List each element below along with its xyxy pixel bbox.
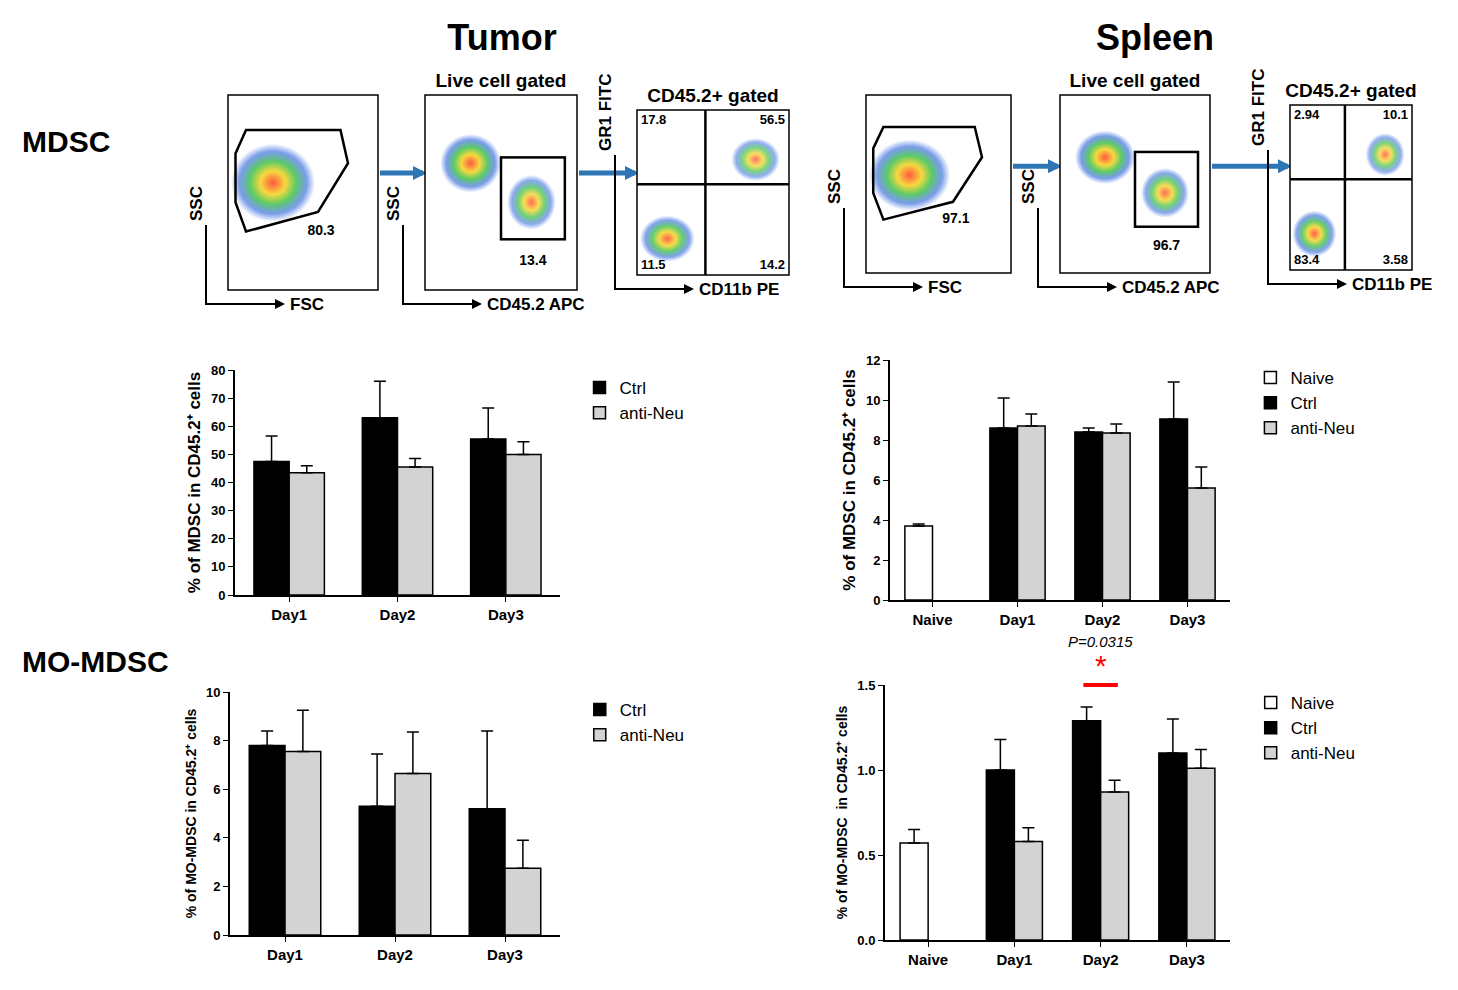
svg-text:10: 10	[866, 393, 880, 408]
svg-text:anti-Neu: anti-Neu	[620, 726, 684, 745]
svg-text:FSC: FSC	[928, 278, 962, 297]
svg-text:30: 30	[211, 503, 225, 518]
svg-text:% of MO-MDSC in CD45.2⁺ cells: % of MO-MDSC in CD45.2⁺ cells	[834, 706, 850, 920]
svg-text:Day3: Day3	[488, 606, 524, 623]
svg-text:GR1 FITC: GR1 FITC	[596, 74, 615, 151]
svg-text:10: 10	[206, 685, 220, 700]
svg-text:80.3: 80.3	[307, 222, 334, 238]
svg-text:70: 70	[211, 391, 225, 406]
svg-text:*: *	[1095, 649, 1107, 682]
svg-text:50: 50	[211, 447, 225, 462]
svg-text:Naive: Naive	[908, 951, 948, 968]
svg-text:17.8: 17.8	[641, 112, 666, 127]
svg-text:Day2: Day2	[1083, 951, 1119, 968]
svg-text:Ctrl: Ctrl	[1290, 394, 1316, 413]
svg-text:% of MDSC in CD45.2⁺ cells: % of MDSC in CD45.2⁺ cells	[840, 369, 859, 590]
svg-text:Day2: Day2	[377, 946, 413, 963]
svg-text:4: 4	[873, 513, 881, 528]
svg-text:0.0: 0.0	[857, 933, 875, 948]
svg-text:Live cell gated: Live cell gated	[436, 70, 567, 91]
svg-text:14.2: 14.2	[760, 257, 785, 272]
svg-text:SSC: SSC	[825, 169, 844, 204]
svg-text:anti-Neu: anti-Neu	[620, 404, 684, 423]
svg-text:0: 0	[218, 588, 225, 603]
svg-text:Day3: Day3	[1169, 951, 1205, 968]
svg-text:Tumor: Tumor	[447, 17, 556, 58]
svg-text:0.5: 0.5	[857, 848, 875, 863]
svg-text:P=0.0315: P=0.0315	[1068, 633, 1133, 650]
svg-text:Day1: Day1	[267, 946, 303, 963]
svg-text:MO-MDSC: MO-MDSC	[22, 645, 169, 678]
svg-text:12: 12	[866, 353, 880, 368]
svg-text:SSC: SSC	[187, 186, 206, 221]
svg-text:4: 4	[213, 830, 221, 845]
svg-text:anti-Neu: anti-Neu	[1290, 419, 1354, 438]
svg-text:1.0: 1.0	[857, 763, 875, 778]
svg-text:Naive: Naive	[1291, 694, 1334, 713]
svg-text:Day2: Day2	[1085, 611, 1121, 628]
svg-text:13.4: 13.4	[519, 252, 546, 268]
svg-text:8: 8	[873, 433, 880, 448]
svg-text:FSC: FSC	[290, 295, 324, 314]
svg-text:10.1: 10.1	[1383, 107, 1408, 122]
svg-text:0: 0	[873, 593, 880, 608]
svg-text:CD45.2 APC: CD45.2 APC	[487, 295, 585, 314]
svg-text:40: 40	[211, 475, 225, 490]
svg-text:CD11b PE: CD11b PE	[699, 280, 779, 299]
svg-text:% of MO-MDSC in CD45.2⁺ cells: % of MO-MDSC in CD45.2⁺ cells	[183, 708, 199, 918]
svg-text:SSC: SSC	[384, 186, 403, 221]
svg-text:6: 6	[873, 473, 880, 488]
svg-text:CD45.2 APC: CD45.2 APC	[1122, 278, 1220, 297]
svg-text:Day1: Day1	[1000, 611, 1036, 628]
svg-text:83.4: 83.4	[1294, 252, 1320, 267]
svg-text:CD45.2+ gated: CD45.2+ gated	[647, 85, 778, 106]
svg-text:60: 60	[211, 419, 225, 434]
svg-text:Spleen: Spleen	[1096, 17, 1214, 58]
svg-text:Day1: Day1	[996, 951, 1032, 968]
svg-text:2: 2	[873, 553, 880, 568]
svg-text:10: 10	[211, 559, 225, 574]
svg-text:anti-Neu: anti-Neu	[1291, 744, 1355, 763]
svg-text:0: 0	[213, 928, 220, 943]
svg-text:3.58: 3.58	[1383, 252, 1408, 267]
svg-text:Ctrl: Ctrl	[620, 379, 646, 398]
svg-text:2: 2	[213, 879, 220, 894]
svg-text:2.94: 2.94	[1294, 107, 1320, 122]
svg-text:Naive: Naive	[1290, 369, 1333, 388]
svg-text:MDSC: MDSC	[22, 125, 110, 158]
svg-text:Day3: Day3	[1170, 611, 1206, 628]
svg-text:CD11b PE: CD11b PE	[1352, 275, 1432, 294]
svg-text:Live cell gated: Live cell gated	[1070, 70, 1201, 91]
svg-text:96.7: 96.7	[1153, 237, 1180, 253]
svg-text:Day2: Day2	[380, 606, 416, 623]
svg-text:80: 80	[211, 363, 225, 378]
svg-text:CD45.2+ gated: CD45.2+ gated	[1285, 80, 1416, 101]
svg-text:Day1: Day1	[271, 606, 307, 623]
svg-text:6: 6	[213, 782, 220, 797]
svg-text:GR1 FITC: GR1 FITC	[1249, 69, 1268, 146]
svg-text:Day3: Day3	[487, 946, 523, 963]
svg-text:SSC: SSC	[1019, 169, 1038, 204]
svg-text:Ctrl: Ctrl	[620, 701, 646, 720]
svg-text:20: 20	[211, 531, 225, 546]
svg-text:11.5: 11.5	[641, 257, 666, 272]
svg-text:8: 8	[213, 733, 220, 748]
svg-text:Naive: Naive	[912, 611, 952, 628]
svg-text:97.1: 97.1	[942, 210, 969, 226]
svg-text:56.5: 56.5	[760, 112, 785, 127]
svg-text:1.5: 1.5	[857, 678, 875, 693]
svg-text:% of MDSC in CD45.2⁺ cells: % of MDSC in CD45.2⁺ cells	[185, 372, 204, 593]
svg-text:Ctrl: Ctrl	[1291, 719, 1317, 738]
